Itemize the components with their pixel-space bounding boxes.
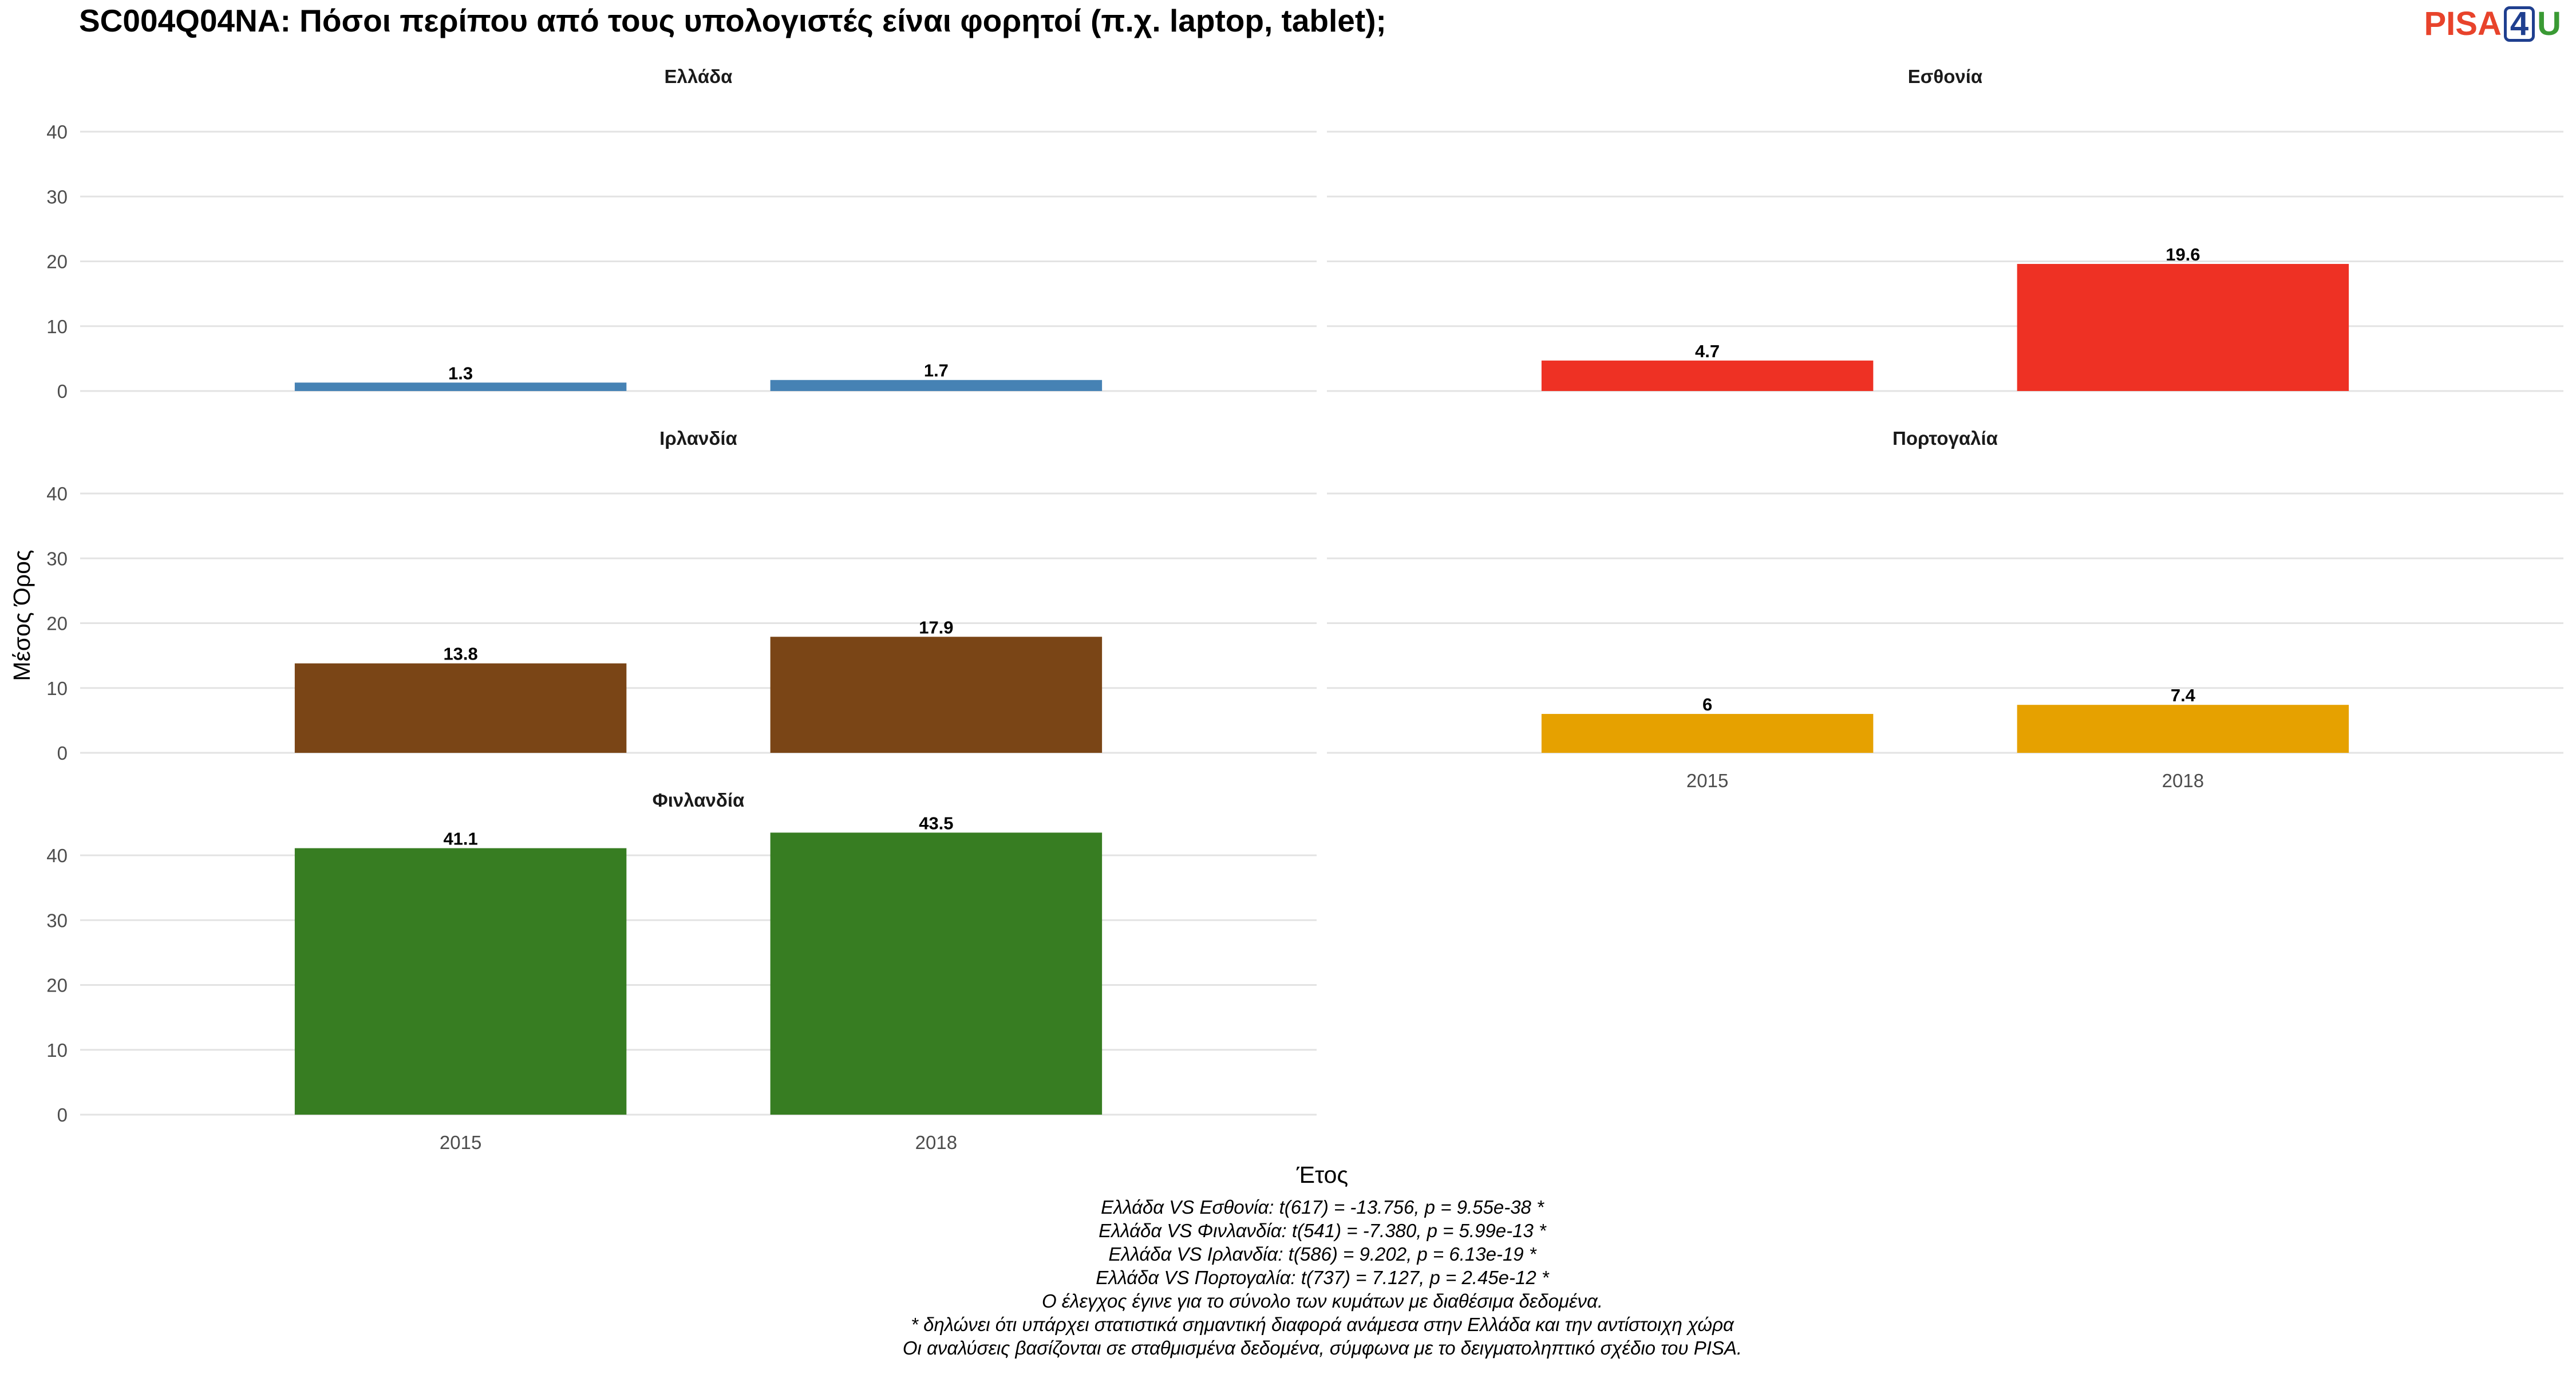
footnote-line: Ελλάδα VS Φινλανδία: t(541) = -7.380, p … <box>1099 1220 1546 1241</box>
y-tick-label: 30 <box>46 548 68 569</box>
data-label: 19.6 <box>2166 244 2200 264</box>
footnote-line: Ο έλεγχος έγινε για το σύνολο των κυμάτω… <box>1041 1290 1603 1312</box>
footnote-line: Ελλάδα VS Ιρλανδία: t(586) = 9.202, p = … <box>1108 1243 1536 1265</box>
x-tick-label: 2018 <box>2162 770 2204 791</box>
footnote-line: Οι αναλύσεις βασίζονται σε σταθμισμένα δ… <box>902 1337 1743 1359</box>
facet-title: Ελλάδα <box>665 66 733 87</box>
x-tick-label: 2018 <box>915 1132 957 1153</box>
y-tick-label: 30 <box>46 186 68 207</box>
y-tick-label: 30 <box>46 910 68 931</box>
facet-title: Φινλανδία <box>653 789 745 811</box>
bar <box>1541 360 1874 391</box>
pisa4u-logo: PISA 4 U <box>2424 5 2561 43</box>
chart-title: SC004Q04NA: Πόσοι περίπου από τους υπολο… <box>79 3 1386 38</box>
x-axis-title: Έτος <box>1296 1162 1348 1188</box>
bar <box>294 382 627 391</box>
data-label: 17.9 <box>919 617 953 637</box>
facet-title: Εσθονία <box>1908 66 1982 87</box>
bar <box>770 380 1103 391</box>
y-tick-label: 40 <box>46 121 68 143</box>
y-tick-label: 10 <box>46 678 68 699</box>
y-tick-label: 0 <box>57 743 68 764</box>
bar <box>2017 705 2349 753</box>
data-label: 1.7 <box>924 361 949 381</box>
y-tick-label: 40 <box>46 483 68 504</box>
y-axis-title: Μέσος Όρος <box>9 550 35 681</box>
facet-title: Ιρλανδία <box>659 428 737 449</box>
footnotes: Ελλάδα VS Εσθονία: t(617) = -13.756, p =… <box>0 1195 2576 1360</box>
y-tick-label: 40 <box>46 845 68 866</box>
footnote-line: * δηλώνει ότι υπάρχει στατιστικά σημαντι… <box>911 1314 1734 1335</box>
x-tick-label: 2015 <box>1686 770 1728 791</box>
data-label: 4.7 <box>1695 341 1720 361</box>
data-label: 13.8 <box>443 644 477 664</box>
data-label: 6 <box>1702 694 1712 714</box>
footnote-line: Ελλάδα VS Πορτογαλία: t(737) = 7.127, p … <box>1096 1267 1549 1288</box>
data-label: 7.4 <box>2171 685 2196 705</box>
bar <box>1541 714 1874 753</box>
y-tick-label: 20 <box>46 251 68 273</box>
logo-text-u: U <box>2537 5 2561 42</box>
data-label: 41.1 <box>443 829 477 849</box>
logo-text-pisa: PISA <box>2424 5 2502 42</box>
y-tick-label: 0 <box>57 1104 68 1126</box>
y-tick-label: 0 <box>57 381 68 402</box>
y-tick-label: 20 <box>46 613 68 634</box>
bar <box>294 663 627 753</box>
bar <box>294 848 627 1115</box>
bar <box>770 832 1103 1115</box>
footnote-line: Ελλάδα VS Εσθονία: t(617) = -13.756, p =… <box>1101 1197 1544 1218</box>
data-label: 1.3 <box>448 363 473 383</box>
y-tick-label: 20 <box>46 975 68 996</box>
bar <box>770 637 1103 753</box>
bar <box>2017 264 2349 391</box>
facet-title: Πορτογαλία <box>1893 428 1998 449</box>
data-label: 43.5 <box>919 813 953 833</box>
y-tick-label: 10 <box>46 316 68 337</box>
y-tick-label: 10 <box>46 1040 68 1061</box>
logo-text-4: 4 <box>2503 6 2535 42</box>
x-tick-label: 2015 <box>440 1132 481 1153</box>
faceted-bar-chart: 0 10 20 30 40 Ελλάδα 1.3 1.7 Εσθονία 4.7 19.6 0 10 20… <box>9 66 2563 1188</box>
